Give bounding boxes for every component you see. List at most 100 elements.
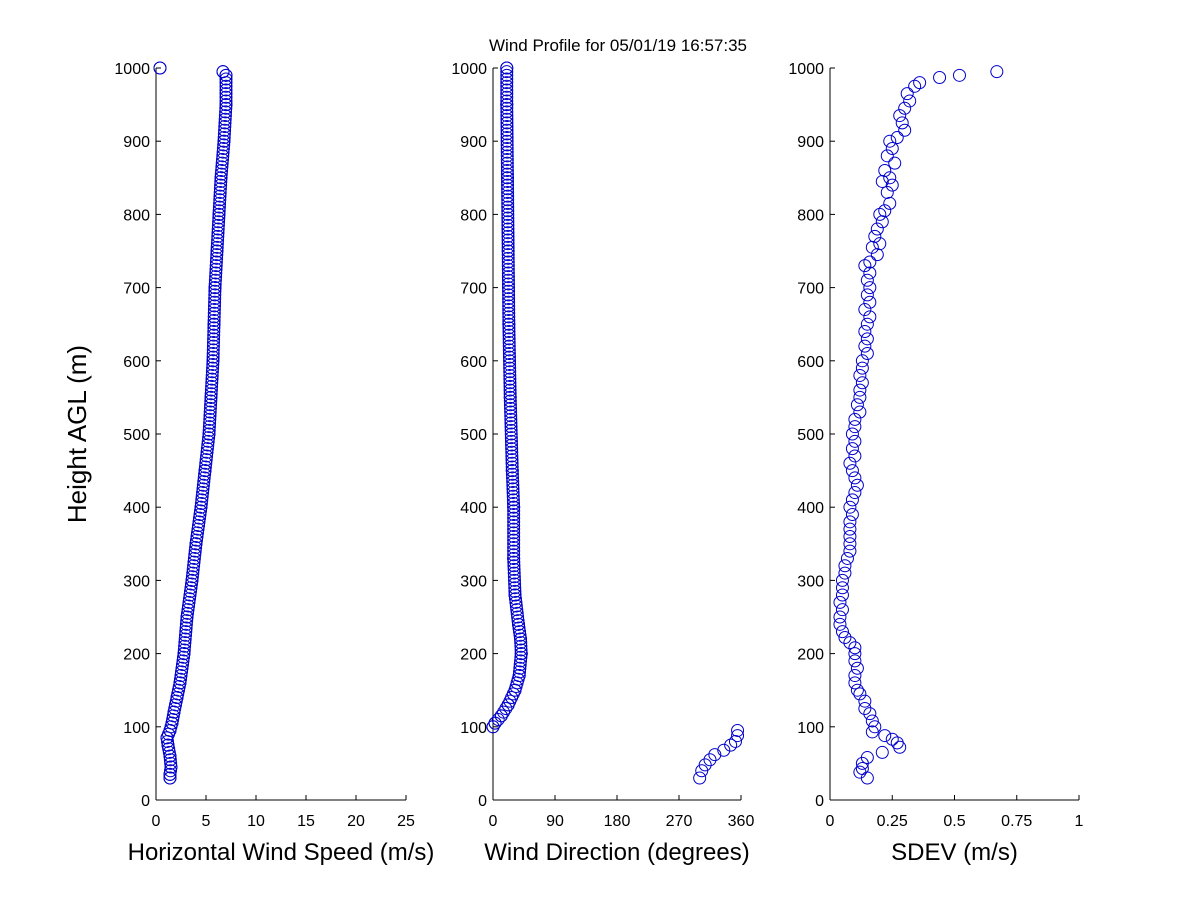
data-point	[505, 438, 519, 452]
data-point	[200, 445, 214, 459]
x-axis-label: SDEV (m/s)	[891, 839, 1018, 866]
data-point	[885, 142, 899, 156]
data-point	[855, 354, 869, 368]
data-point	[875, 215, 889, 229]
data-point	[885, 732, 899, 746]
data-point	[501, 218, 515, 232]
data-point	[717, 743, 731, 757]
data-point	[212, 211, 226, 225]
data-point	[865, 714, 879, 728]
data-point	[187, 555, 201, 569]
data-point	[503, 365, 517, 379]
y-tick-label: 0	[141, 793, 150, 810]
data-point	[211, 229, 225, 243]
data-point	[843, 636, 857, 650]
data-point	[833, 595, 847, 609]
data-point	[500, 138, 514, 152]
data-point	[506, 486, 520, 500]
y-tick-label: 500	[797, 427, 824, 444]
data-point	[500, 98, 514, 112]
data-point	[212, 200, 226, 214]
data-point	[870, 248, 884, 262]
data-point	[501, 189, 515, 203]
data-point	[502, 292, 516, 306]
data-point	[203, 409, 217, 423]
data-point	[843, 456, 857, 470]
data-point	[502, 314, 516, 328]
data-point	[205, 365, 219, 379]
data-point	[501, 211, 515, 225]
data-point	[207, 332, 221, 346]
data-point	[179, 628, 192, 642]
data-point	[207, 336, 220, 349]
data-point	[503, 387, 517, 401]
data-point	[506, 478, 520, 492]
data-point	[188, 548, 202, 562]
data-point	[858, 303, 872, 317]
data-point	[206, 346, 220, 360]
data-point	[858, 339, 872, 353]
data-point	[501, 200, 515, 214]
data-point	[500, 105, 514, 119]
data-point	[164, 756, 178, 770]
data-point	[514, 650, 528, 664]
data-point	[860, 332, 874, 346]
data-point	[500, 87, 514, 101]
data-point	[204, 394, 218, 408]
data-point	[850, 683, 864, 697]
data-point	[213, 189, 227, 203]
x-axis-label: Wind Direction (degrees)	[484, 839, 749, 866]
data-point	[507, 533, 521, 547]
data-point	[501, 222, 515, 236]
x-tick-label: 1	[1075, 813, 1084, 830]
data-point	[214, 174, 228, 188]
data-point	[212, 207, 226, 221]
data-point	[208, 295, 222, 309]
data-point	[500, 149, 514, 163]
x-tick-label: 20	[347, 813, 365, 830]
data-point	[853, 383, 867, 397]
data-point	[202, 427, 216, 441]
data-point	[209, 266, 223, 280]
data-point	[511, 617, 525, 631]
data-point	[501, 226, 515, 240]
panel-direction: 0 100 200 300 400 500 600 700 800 900 1000 0 90 180 27…	[451, 61, 754, 866]
data-point	[853, 687, 867, 701]
data-point	[213, 193, 227, 207]
data-point	[848, 669, 862, 683]
data-point	[207, 317, 221, 331]
data-point	[219, 68, 233, 82]
data-point	[895, 116, 909, 130]
data-point	[178, 632, 192, 646]
data-point	[514, 647, 528, 661]
data-point	[184, 584, 197, 598]
data-point	[201, 434, 215, 448]
data-point	[502, 281, 515, 295]
data-point	[933, 71, 947, 85]
data-point	[513, 628, 527, 642]
data-point	[207, 303, 221, 317]
data-point	[507, 497, 521, 511]
data-point	[500, 123, 514, 137]
data-point	[502, 339, 516, 353]
data-point	[506, 489, 520, 503]
data-point	[502, 350, 516, 364]
data-point	[176, 658, 189, 672]
data-point	[501, 266, 515, 280]
data-point	[186, 566, 200, 580]
data-point	[219, 72, 233, 86]
data-point	[503, 357, 517, 371]
data-point	[865, 240, 879, 254]
data-point	[508, 592, 522, 606]
data-point	[215, 163, 229, 177]
y-tick-label: 300	[123, 573, 150, 590]
data-point	[208, 288, 222, 302]
y-tick-label: 400	[123, 500, 150, 517]
data-point	[504, 409, 518, 423]
data-point	[207, 306, 221, 320]
data-point	[196, 478, 210, 492]
data-point	[177, 643, 191, 657]
data-point	[501, 233, 515, 247]
data-point	[500, 94, 514, 108]
data-point	[502, 303, 516, 317]
